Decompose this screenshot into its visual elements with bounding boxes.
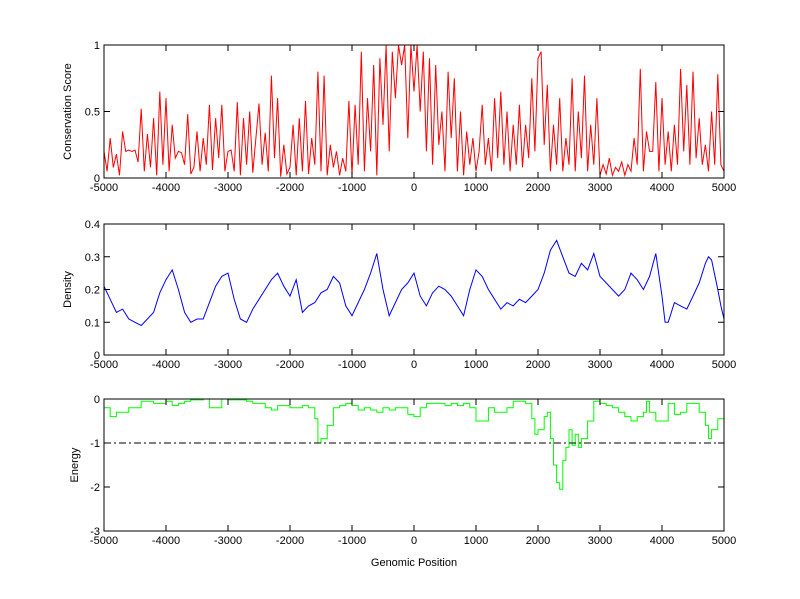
- x-tick-label: 1000: [464, 182, 488, 194]
- y-tick-label: 0.5: [85, 107, 100, 119]
- x-axis-label: Genomic Position: [371, 557, 457, 569]
- x-tick-label: 0: [411, 535, 417, 547]
- x-tick-label: -1000: [338, 535, 366, 547]
- y-tick-label: 0.2: [85, 285, 100, 297]
- plot-area: [104, 45, 724, 178]
- x-tick-label: 4000: [650, 359, 674, 371]
- x-tick-label: -1000: [338, 182, 366, 194]
- x-tick-label: 1000: [464, 359, 488, 371]
- x-tick-label: -3000: [214, 359, 242, 371]
- y-tick-label: 0.4: [85, 219, 100, 231]
- x-tick-label: 3000: [588, 359, 612, 371]
- y-tick-label: 0.3: [85, 252, 100, 264]
- x-tick-label: 1000: [464, 535, 488, 547]
- x-tick-label: -1000: [338, 359, 366, 371]
- density-series-line: [104, 239, 724, 327]
- plot-area: [104, 224, 724, 355]
- y-tick-label: 0: [94, 173, 100, 185]
- x-tick-label: -5000: [90, 359, 118, 371]
- x-tick-label: 3000: [588, 182, 612, 194]
- x-tick-label: -4000: [152, 182, 180, 194]
- x-tick-label: -2000: [276, 182, 304, 194]
- y-axis-label: Energy: [69, 447, 81, 482]
- x-tick-label: 0: [411, 182, 417, 194]
- y-tick-label: 0: [94, 394, 100, 406]
- x-tick-label: 5000: [712, 182, 736, 194]
- conservation-series-line: [104, 45, 724, 178]
- x-tick-label: -2000: [276, 359, 304, 371]
- x-tick-label: -4000: [152, 359, 180, 371]
- y-tick-label: 0: [94, 350, 100, 362]
- y-tick-label: -2: [90, 482, 100, 494]
- y-tick-label: 0.1: [85, 317, 100, 329]
- density-axes: -5000 -4000 -3000 -2000 -1000 0 1000 2000 3000 40…: [62, 219, 736, 371]
- x-tick-label: 3000: [588, 535, 612, 547]
- y-tick-label: -3: [90, 526, 100, 538]
- x-tick-label: 4000: [650, 182, 674, 194]
- x-tick-label: 2000: [526, 535, 550, 547]
- y-tick-label: -1: [90, 438, 100, 450]
- x-tick-label: -4000: [152, 535, 180, 547]
- x-tick-label: -5000: [90, 182, 118, 194]
- x-tick-label: 0: [411, 359, 417, 371]
- x-tick-label: -2000: [276, 535, 304, 547]
- x-tick-label: 2000: [526, 359, 550, 371]
- energy-axes: -5000 -4000 -3000 -2000 -1000 0 1000 2000 3000 40…: [69, 394, 736, 569]
- x-tick-label: -3000: [214, 535, 242, 547]
- plot-area: [104, 399, 724, 531]
- conservation-axes: -5000 -4000 -3000 -2000 -1000 0 1000 2000 3000 40…: [62, 40, 736, 194]
- y-axis-label: Density: [62, 271, 74, 308]
- y-axis-label: Conservation Score: [62, 63, 74, 160]
- y-tick-label: 1: [94, 40, 100, 52]
- x-tick-label: 5000: [712, 535, 736, 547]
- x-tick-label: 4000: [650, 535, 674, 547]
- x-tick-label: 2000: [526, 182, 550, 194]
- x-tick-label: -3000: [214, 182, 242, 194]
- x-tick-label: -5000: [90, 535, 118, 547]
- x-tick-label: 5000: [712, 359, 736, 371]
